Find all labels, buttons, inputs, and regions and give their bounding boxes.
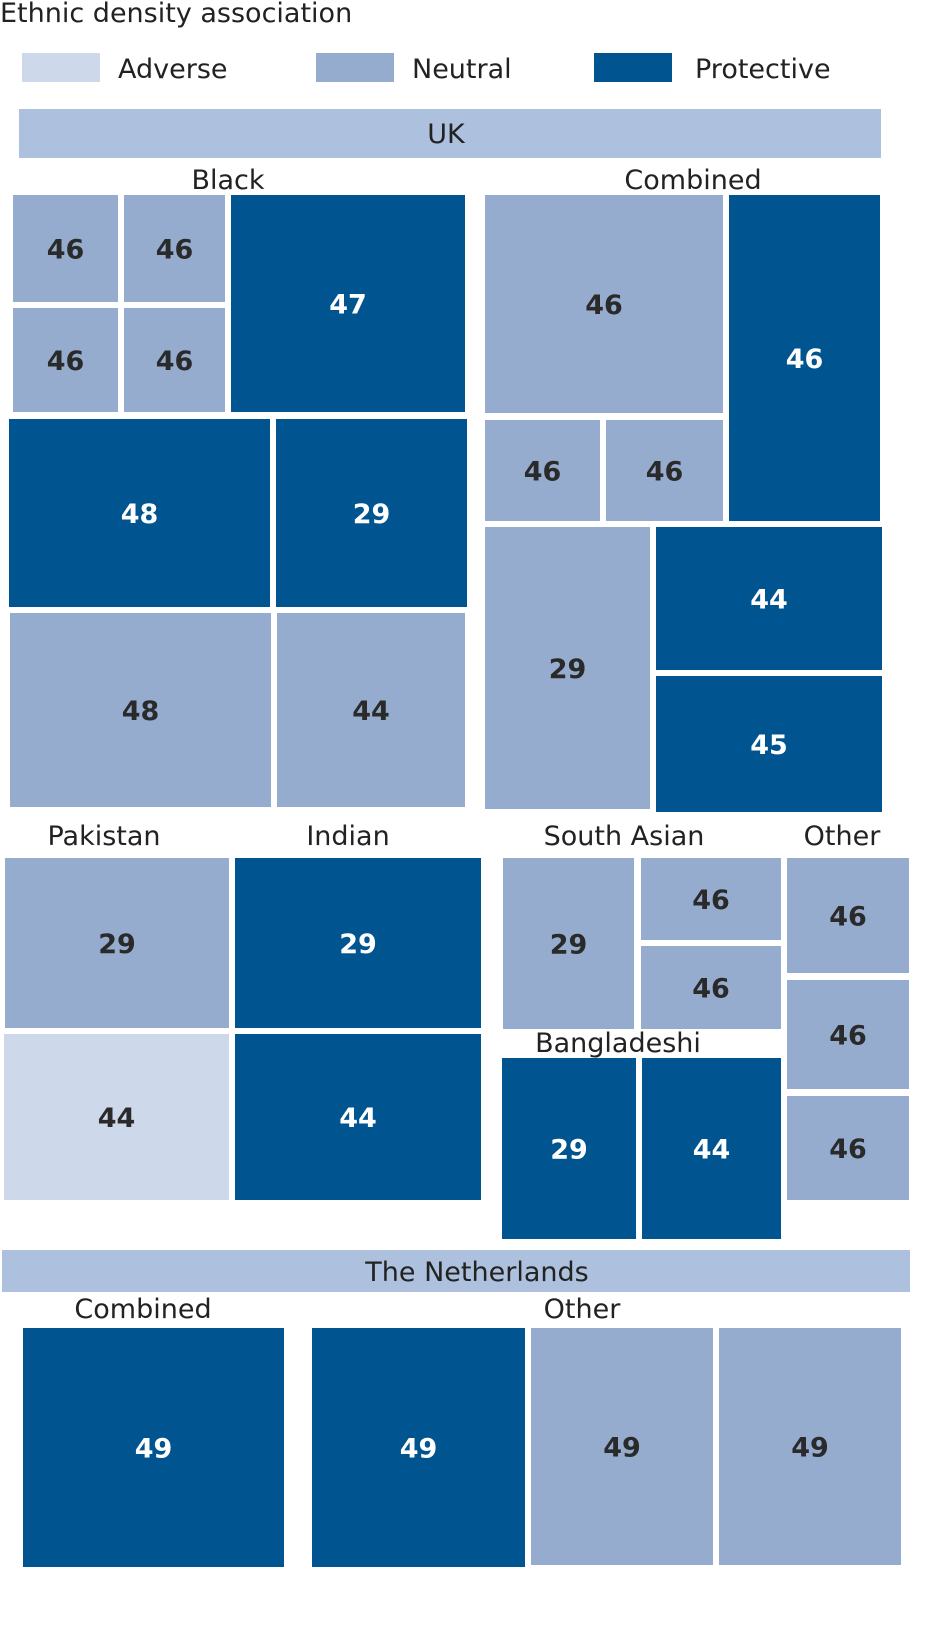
- cell-nl-combined-0: [23, 1328, 284, 1567]
- cell-uk-black-1: [124, 195, 225, 302]
- cell-value-uk-south-asian-1: 46: [692, 885, 730, 916]
- cell-value-uk-black-7: 48: [122, 696, 160, 727]
- cell-uk-combined-3: [606, 420, 723, 521]
- legend-swatch-protective: [594, 53, 672, 82]
- cell-uk-combined-6: [656, 676, 882, 812]
- cell-uk-south-asian-1: [641, 858, 781, 940]
- group-label-uk-combined: Combined: [624, 165, 761, 196]
- cell-value-uk-combined-3: 46: [646, 457, 684, 488]
- region-bands: UK The Netherlands: [2, 109, 910, 1292]
- cell-value-uk-combined-2: 46: [524, 457, 562, 488]
- cell-uk-indian-1: [235, 1034, 481, 1200]
- cell-value-uk-bangladeshi-0: 29: [550, 1135, 588, 1166]
- cell-nl-other-2: [719, 1328, 901, 1565]
- cell-uk-other-1: [787, 980, 909, 1089]
- cell-value-nl-other-2: 49: [791, 1433, 829, 1464]
- cell-value-uk-black-3: 46: [156, 346, 194, 377]
- group-label-uk-pakistan: Pakistan: [47, 821, 160, 852]
- cell-value-uk-black-8: 44: [352, 696, 390, 727]
- cell-uk-combined-4: [485, 527, 650, 809]
- cell-uk-black-6: [276, 419, 467, 607]
- group-label-uk-south-asian: South Asian: [544, 821, 705, 852]
- cell-uk-combined-0: [485, 195, 723, 413]
- group-label-uk-indian: Indian: [306, 821, 389, 852]
- cell-uk-black-0: [13, 195, 118, 302]
- cell-uk-south-asian-0: [503, 858, 634, 1029]
- cell-value-uk-other-0: 46: [829, 902, 867, 933]
- cell-uk-bangladeshi-1: [642, 1058, 781, 1239]
- legend-swatch-neutral: [316, 53, 394, 82]
- cell-value-uk-black-5: 48: [121, 499, 159, 530]
- treemap-cells: 46 46 46 46 47 48 29 48 44 46 46 46 46 29 44 45 29 44 29 44…: [4, 195, 909, 1567]
- group-labels: Black Combined Pakistan Indian South Asian Ba…: [47, 165, 881, 1325]
- cell-value-nl-other-1: 49: [603, 1433, 641, 1464]
- cell-value-uk-black-6: 29: [353, 499, 391, 530]
- cell-nl-other-0: [312, 1328, 525, 1567]
- legend-label-protective: Protective: [695, 54, 831, 85]
- cell-uk-other-2: [787, 1096, 909, 1200]
- cell-value-uk-other-1: 46: [829, 1021, 867, 1052]
- region-band-0: [19, 109, 881, 158]
- legend: Adverse Neutral Protective: [22, 53, 831, 85]
- cell-uk-indian-0: [235, 858, 481, 1028]
- cell-value-nl-combined-0: 49: [135, 1434, 173, 1465]
- cell-uk-combined-1: [729, 195, 880, 521]
- cell-uk-other-0: [787, 858, 909, 973]
- cell-value-uk-combined-5: 44: [750, 585, 788, 616]
- legend-swatch-adverse: [22, 53, 100, 82]
- cell-uk-pakistan-0: [5, 858, 229, 1028]
- cell-nl-other-1: [531, 1328, 713, 1565]
- cell-value-uk-black-0: 46: [47, 235, 85, 266]
- legend-label-neutral: Neutral: [412, 54, 512, 85]
- cell-uk-black-4: [231, 195, 465, 412]
- cell-uk-black-3: [124, 308, 225, 412]
- cell-value-nl-other-0: 49: [400, 1434, 438, 1465]
- cell-value-uk-combined-0: 46: [585, 290, 623, 321]
- cell-uk-black-2: [13, 308, 118, 412]
- cell-value-uk-combined-1: 46: [786, 344, 824, 375]
- cell-value-uk-bangladeshi-1: 44: [693, 1135, 731, 1166]
- region-band-1: [2, 1250, 910, 1292]
- group-label-nl-combined: Combined: [74, 1294, 211, 1325]
- cell-value-uk-black-1: 46: [156, 235, 194, 266]
- cell-value-uk-indian-0: 29: [339, 929, 377, 960]
- cell-uk-black-7: [10, 613, 271, 807]
- group-label-uk-bangladeshi: Bangladeshi: [535, 1028, 701, 1059]
- cell-value-uk-other-2: 46: [829, 1134, 867, 1165]
- cell-uk-bangladeshi-0: [502, 1058, 636, 1239]
- group-label-nl-other: Other: [544, 1294, 622, 1325]
- cell-value-uk-pakistan-0: 29: [98, 929, 136, 960]
- region-label-0: UK: [427, 119, 466, 150]
- cell-value-uk-black-2: 46: [47, 346, 85, 377]
- region-label-1: The Netherlands: [364, 1257, 588, 1288]
- cell-uk-combined-2: [485, 420, 600, 521]
- cell-uk-black-8: [277, 613, 465, 807]
- cell-value-uk-combined-4: 29: [549, 654, 587, 685]
- cell-uk-black-5: [9, 419, 270, 607]
- cell-uk-combined-5: [656, 527, 882, 670]
- cell-value-uk-combined-6: 45: [750, 730, 788, 761]
- group-label-uk-black: Black: [191, 165, 264, 196]
- cell-value-uk-south-asian-2: 46: [692, 974, 730, 1005]
- cell-value-uk-south-asian-0: 29: [550, 930, 588, 961]
- cell-value-uk-pakistan-1: 44: [98, 1103, 136, 1134]
- group-label-uk-other: Other: [804, 821, 882, 852]
- cell-value-uk-indian-1: 44: [339, 1103, 377, 1134]
- cell-uk-south-asian-2: [641, 946, 781, 1029]
- legend-label-adverse: Adverse: [118, 54, 228, 85]
- cell-value-uk-black-4: 47: [329, 290, 367, 321]
- chart-title: Ethnic density association: [0, 0, 352, 29]
- cell-uk-pakistan-1: [4, 1034, 229, 1200]
